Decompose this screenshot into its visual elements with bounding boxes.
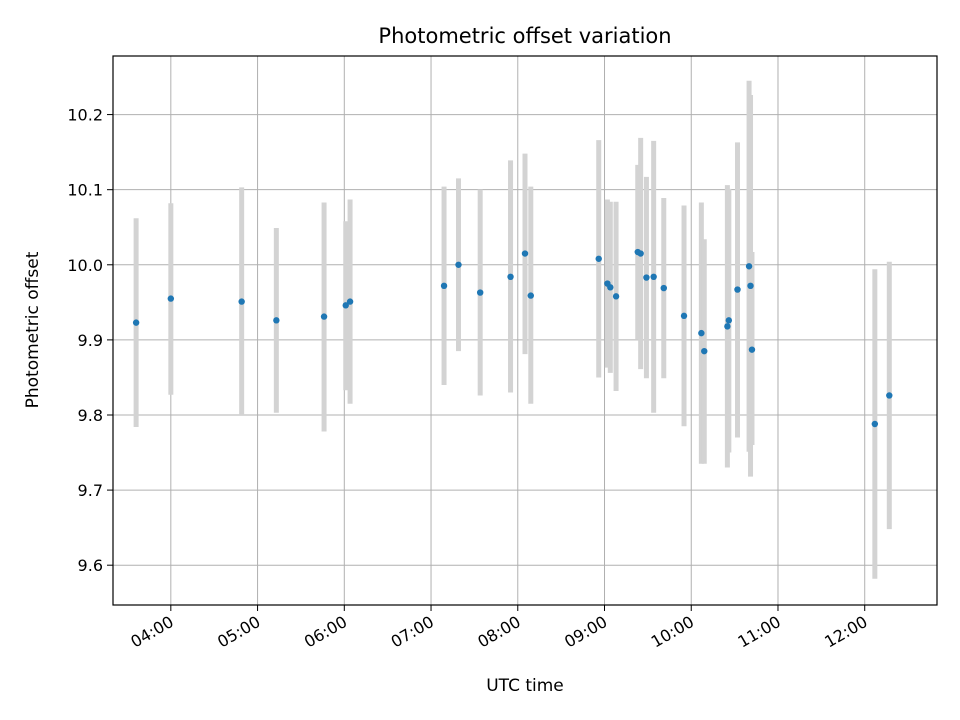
data-point: [607, 284, 614, 291]
data-point: [507, 273, 514, 281]
data-point: [701, 347, 708, 355]
data-point: [612, 293, 620, 300]
x-axis-label: UTC time: [486, 676, 564, 696]
data-point: [650, 273, 657, 281]
data-point: [637, 250, 644, 257]
y-tick-label: 10.2: [67, 106, 103, 125]
y-axis-label: Photometric offset: [23, 251, 43, 408]
data-point: [747, 282, 754, 290]
y-tick-label: 10.1: [67, 181, 103, 200]
y-tick-label: 9.7: [78, 481, 103, 500]
data-point: [320, 313, 328, 320]
data-point: [455, 261, 462, 268]
data-point: [238, 298, 245, 305]
data-point: [734, 286, 741, 293]
y-tick-label: 9.9: [78, 331, 103, 350]
y-tick-label: 9.6: [78, 556, 103, 575]
data-point: [886, 392, 893, 399]
data-point: [748, 346, 756, 353]
chart-title: Photometric offset variation: [378, 24, 671, 48]
plot-area-frame: [112, 55, 938, 606]
data-point: [745, 263, 753, 270]
data-point: [342, 302, 349, 309]
data-point: [346, 298, 354, 305]
data-point: [527, 292, 534, 299]
data-points: [132, 248, 893, 428]
data-point: [476, 289, 484, 296]
data-point: [595, 255, 602, 262]
data-point: [643, 274, 650, 281]
y-tick-label: 9.8: [78, 406, 103, 425]
data-point: [680, 312, 688, 320]
data-point: [660, 284, 667, 292]
y-tick-label: 10.0: [67, 256, 103, 275]
y-axis-ticks: 9.6 9.7 9.8 9.9 10.0 10.1 10.2: [67, 106, 113, 575]
data-point: [724, 323, 731, 330]
data-point: [871, 420, 879, 428]
data-point: [521, 250, 529, 257]
data-point: [132, 319, 140, 326]
data-point: [167, 295, 175, 302]
data-point: [440, 282, 448, 290]
data-point: [725, 317, 733, 324]
data-point: [273, 317, 280, 324]
data-point: [698, 329, 705, 337]
